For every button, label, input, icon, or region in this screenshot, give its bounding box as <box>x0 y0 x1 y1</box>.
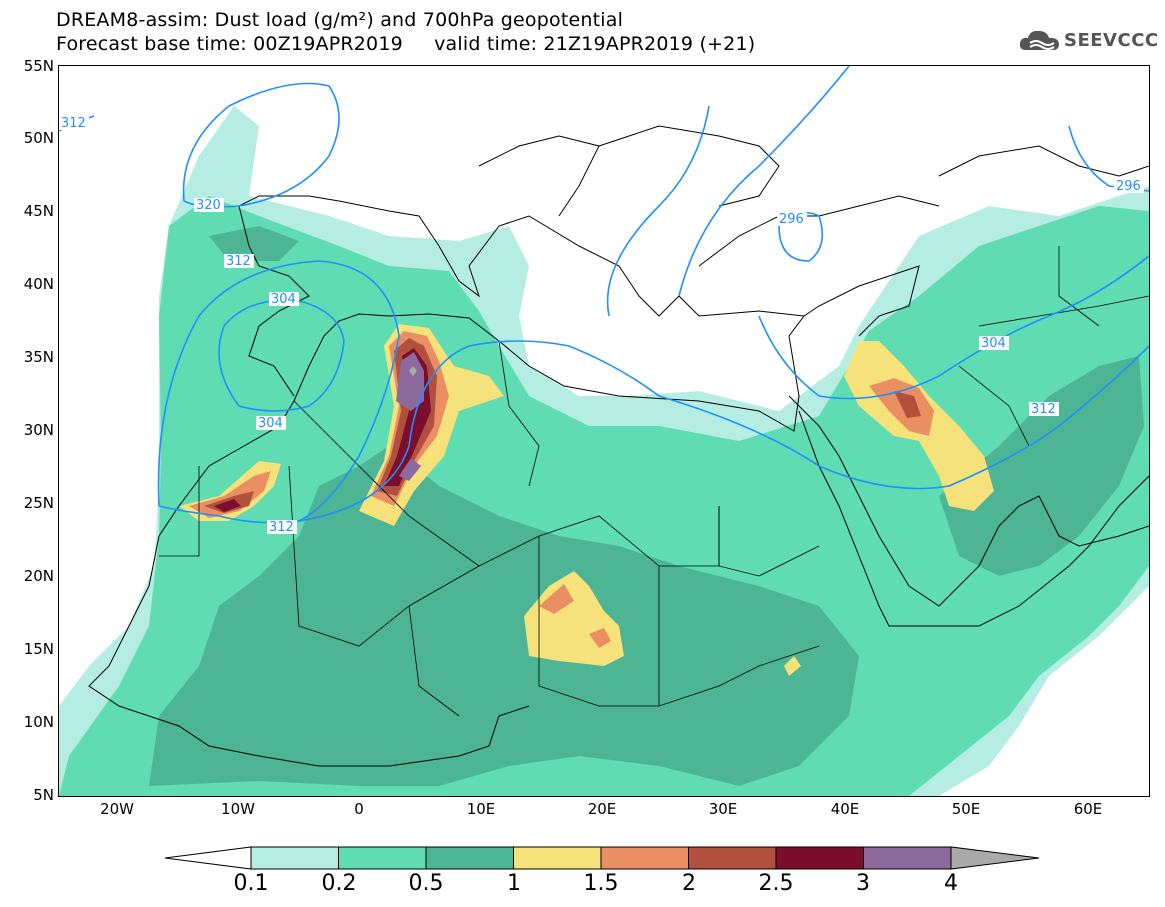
lon-label-60e: 60E <box>1073 800 1103 818</box>
contour-label: 296 <box>779 212 804 227</box>
colorbar-tick-label: 1 <box>507 871 521 896</box>
contour-312-north <box>157 260 400 524</box>
colorbar-swatch <box>688 846 777 870</box>
dust-level-1 <box>784 656 801 676</box>
geopotential-contours <box>59 66 1149 524</box>
lon-label-50e: 50E <box>951 800 981 818</box>
colorbar <box>165 846 1040 870</box>
lon-label-10e: 10E <box>466 800 496 818</box>
contour-label: 304 <box>271 292 296 307</box>
contour-320 <box>182 82 340 208</box>
seevccc-logo: SEEVCCC <box>1018 26 1158 56</box>
colorbar-swatch <box>600 846 689 870</box>
contour-312-main <box>298 340 1149 522</box>
colorbar-tick-label: 0.2 <box>321 871 357 896</box>
dust-level-3 <box>399 458 421 481</box>
title-line-1: DREAM8-assim: Dust load (g/m²) and 700hP… <box>56 9 624 31</box>
colorbar-tick-label: 3 <box>856 871 870 896</box>
dust-level-2 <box>894 391 921 418</box>
map-panel: 312 320 312 304 304 312 296 296 304 312 <box>58 65 1150 797</box>
lat-label-50n: 50N <box>23 129 54 147</box>
colorbar-swatch <box>863 846 952 870</box>
colorbar-high-arrow <box>950 846 1040 870</box>
colorbar-swatch <box>513 846 602 870</box>
contour-label: 304 <box>981 336 1006 351</box>
dust-level-1-5 <box>869 378 934 436</box>
contour-label: 312 <box>61 116 86 131</box>
colorbar-tick-label: 1.5 <box>583 871 619 896</box>
colorbar-low-arrow <box>165 846 252 870</box>
contour-label: 312 <box>269 520 294 535</box>
country-borders <box>159 246 1149 717</box>
contour-label: 312 <box>1031 402 1056 417</box>
lat-label-5n: 5N <box>33 786 54 804</box>
colorbar-swatch <box>775 846 864 870</box>
lat-label-30n: 30N <box>23 421 54 439</box>
contour-304-west <box>218 299 345 412</box>
contour-label: 296 <box>1116 179 1141 194</box>
colorbar-tick-label: 2 <box>682 871 696 896</box>
lat-label-55n: 55N <box>23 57 54 75</box>
colorbar-tick-label: 0.5 <box>408 871 444 896</box>
dust-level-3 <box>396 352 424 411</box>
colorbar-swatch <box>425 846 514 870</box>
contour-labels: 312 320 312 304 304 312 296 296 304 312 <box>59 116 1144 535</box>
dust-level-1-5 <box>539 584 574 614</box>
logo-text: SEEVCCC <box>1064 30 1159 51</box>
colorbar-tick-label: 0.1 <box>233 871 269 896</box>
lon-label-40e: 40E <box>830 800 860 818</box>
dust-shading <box>59 106 1149 796</box>
dust-map: 312 320 312 304 304 312 296 296 304 312 <box>59 66 1149 796</box>
lon-label-20w: 20W <box>100 800 134 818</box>
lat-label-25n: 25N <box>23 494 54 512</box>
lat-label-35n: 35N <box>23 348 54 366</box>
lon-label-20e: 20E <box>587 800 617 818</box>
dust-level-2-5 <box>214 499 241 512</box>
lat-label-20n: 20N <box>23 567 54 585</box>
contour-label: 320 <box>196 198 221 213</box>
lat-label-15n: 15N <box>23 640 54 658</box>
colorbar-tick-label: 2.5 <box>758 871 794 896</box>
contour-304-inner <box>606 105 710 317</box>
dust-level-0-5 <box>939 356 1144 576</box>
dust-level-0-5 <box>149 446 859 786</box>
lat-label-40n: 40N <box>23 275 54 293</box>
contour-304-east <box>678 66 1149 400</box>
contour-296-ne <box>1068 125 1149 192</box>
title-line-2: Forecast base time: 00Z19APR2019 valid t… <box>56 33 756 55</box>
colorbar-swatch <box>250 846 339 870</box>
colorbar-swatch <box>338 846 427 870</box>
cloud-icon <box>1019 30 1059 50</box>
lat-label-10n: 10N <box>23 713 54 731</box>
colorbar-boxes <box>250 846 1040 870</box>
dust-level-1-5 <box>589 628 611 648</box>
colorbar-tick-label: 4 <box>944 871 958 896</box>
dust-level-4 <box>409 366 417 376</box>
lon-label-10w: 10W <box>221 800 255 818</box>
dust-level-0-5 <box>209 226 299 261</box>
lon-label-0: 0 <box>354 800 364 818</box>
lat-label-45n: 45N <box>23 202 54 220</box>
contour-label: 304 <box>258 416 283 431</box>
contour-label: 312 <box>226 254 251 269</box>
lon-label-30e: 30E <box>708 800 738 818</box>
